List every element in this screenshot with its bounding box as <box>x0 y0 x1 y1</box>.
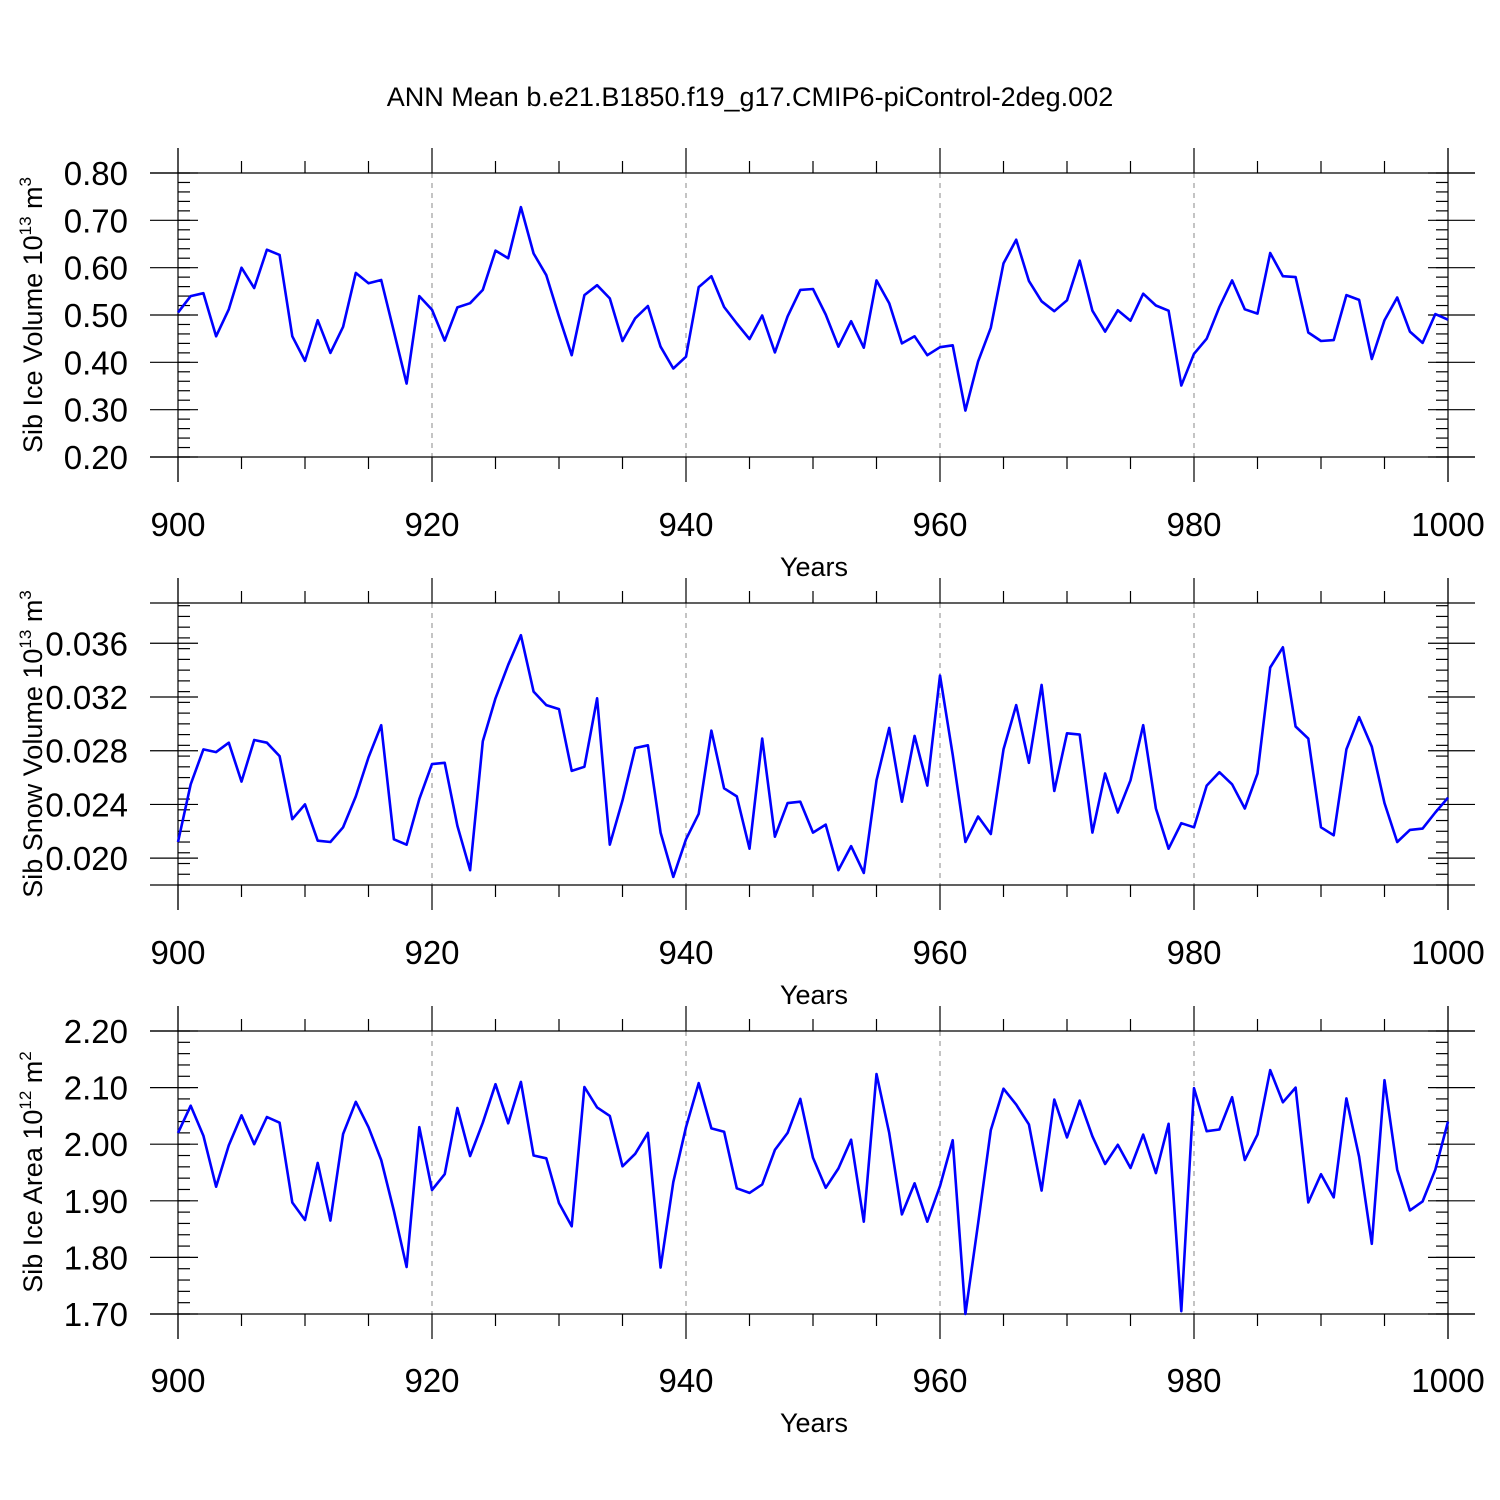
x-tick-label: 900 <box>150 506 205 543</box>
y-tick-label: 0.80 <box>64 155 128 192</box>
y-tick-label: 0.30 <box>64 392 128 429</box>
x-tick-label: 940 <box>658 934 713 971</box>
x-tick-label: 940 <box>658 506 713 543</box>
y-axis-title: Sib Ice Volume 1013 m3 <box>16 177 48 453</box>
x-axis-title: Years <box>780 552 848 582</box>
y-axis-title: Sib Ice Area 1012 m2 <box>16 1051 48 1293</box>
data-series-line <box>176 1068 1450 1316</box>
panel-1: 0.20 0.30 0.40 0.50 0.60 0.70 0.80 900 920 940 960… <box>16 148 1485 582</box>
y-tick-label: 1.90 <box>64 1183 128 1220</box>
x-axis-title: Years <box>780 1408 848 1438</box>
y-tick-label: 2.20 <box>64 1013 128 1050</box>
x-tick-label: 1000 <box>1411 506 1484 543</box>
panel-2: 0.020 0.024 0.028 0.032 0.036 900 920 940 960 980… <box>16 578 1485 1010</box>
y-tick-label: 2.00 <box>64 1126 128 1163</box>
y-tick-label: 1.80 <box>64 1239 128 1276</box>
y-axis-title: Sib Snow Volume 1013 m3 <box>16 590 48 898</box>
x-tick-label: 1000 <box>1411 934 1484 971</box>
y-tick-label: 0.60 <box>64 250 128 287</box>
figure-title: ANN Mean b.e21.B1850.f19_g17.CMIP6-piCon… <box>386 82 1114 112</box>
x-tick-label: 920 <box>404 1362 459 1399</box>
x-tick-label: 940 <box>658 1362 713 1399</box>
x-tick-label: 900 <box>150 934 205 971</box>
x-tick-label: 980 <box>1166 506 1221 543</box>
y-tick-label: 0.020 <box>45 840 128 877</box>
y-tick-label: 0.036 <box>45 625 128 662</box>
x-axis-title: Years <box>780 980 848 1010</box>
panel-3: 1.70 1.80 1.90 2.00 2.10 2.20 900 920 940 960 980 1… <box>16 1006 1485 1438</box>
y-tick-label: 2.10 <box>64 1070 128 1107</box>
y-tick-label: 0.70 <box>64 202 128 239</box>
data-series-line <box>176 205 1449 412</box>
x-tick-label: 900 <box>150 1362 205 1399</box>
y-tick-label: 0.028 <box>45 733 128 770</box>
y-tick-label: 1.70 <box>64 1296 128 1333</box>
x-tick-label: 920 <box>404 934 459 971</box>
y-tick-label: 0.024 <box>45 786 128 823</box>
x-tick-label: 920 <box>404 506 459 543</box>
data-series-line <box>176 633 1449 879</box>
x-tick-label: 1000 <box>1411 1362 1484 1399</box>
x-tick-label: 960 <box>912 934 967 971</box>
x-tick-label: 980 <box>1166 934 1221 971</box>
y-tick-label: 0.50 <box>64 297 128 334</box>
x-tick-label: 960 <box>912 506 967 543</box>
x-tick-label: 980 <box>1166 1362 1221 1399</box>
y-tick-label: 0.40 <box>64 344 128 381</box>
x-tick-label: 960 <box>912 1362 967 1399</box>
y-tick-label: 0.20 <box>64 439 128 476</box>
y-tick-label: 0.032 <box>45 679 128 716</box>
